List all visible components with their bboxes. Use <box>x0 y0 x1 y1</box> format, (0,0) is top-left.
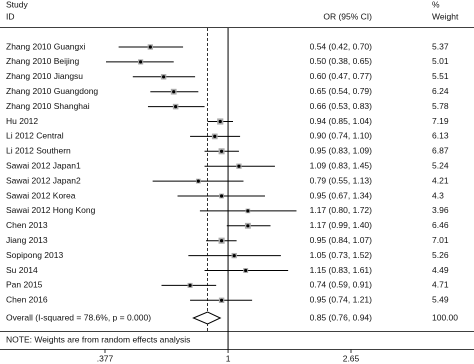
ci-label: 0.79 (0.55, 1.13) <box>310 175 373 185</box>
x-tick-label: 1 <box>226 353 231 363</box>
overall-ci-label: 0.85 (0.76, 0.94) <box>310 312 373 322</box>
study-label: Zhang 2010 Beijing <box>6 56 80 66</box>
study-label: Sawai 2012 Korea <box>6 190 76 200</box>
point-estimate <box>232 254 236 258</box>
ci-label: 0.95 (0.74, 1.21) <box>310 295 373 305</box>
pct-header: % <box>432 0 440 9</box>
ci-label: 0.50 (0.38, 0.65) <box>310 56 373 66</box>
study-label: Zhang 2010 Guangdong <box>6 86 98 96</box>
study-header: Study <box>6 0 28 9</box>
study-label: Zhang 2010 Guangxi <box>6 41 86 51</box>
id-header: ID <box>6 11 15 21</box>
ci-label: 0.65 (0.54, 0.79) <box>310 86 373 96</box>
study-label: Sawai 2012 Japan1 <box>6 160 81 170</box>
point-estimate <box>237 164 241 168</box>
weight-label: 4.71 <box>432 280 449 290</box>
point-estimate <box>244 268 248 273</box>
point-estimate <box>196 179 200 183</box>
ci-label: 0.95 (0.84, 1.07) <box>310 235 373 245</box>
point-estimate <box>218 119 222 124</box>
point-estimate <box>188 283 192 287</box>
point-estimate <box>219 194 224 198</box>
overall-label: Overall (I-squared = 78.6%, p = 0.000) <box>6 312 151 322</box>
point-estimate <box>246 224 250 228</box>
ci-label: 0.66 (0.53, 0.83) <box>310 101 373 111</box>
weight-label: 5.51 <box>432 71 449 81</box>
weight-label: 4.21 <box>432 175 449 185</box>
x-tick-label: 2.65 <box>343 353 360 363</box>
point-estimate <box>246 209 250 213</box>
ci-label: 0.94 (0.85, 1.04) <box>310 116 373 126</box>
study-label: Sawai 2012 Hong Kong <box>6 205 96 215</box>
study-label: Su 2014 <box>6 265 38 275</box>
weight-label: 5.37 <box>432 41 449 51</box>
weight-label: 6.24 <box>432 86 449 96</box>
weight-label: 6.87 <box>432 146 449 156</box>
point-estimate <box>162 75 166 79</box>
weight-label: 5.01 <box>432 56 449 66</box>
ci-label: 1.09 (0.83, 1.45) <box>310 160 373 170</box>
point-estimate <box>174 105 178 109</box>
study-label: Zhang 2010 Jiangsu <box>6 71 83 81</box>
study-label: Chen 2013 <box>6 220 48 230</box>
ci-label: 0.54 (0.42, 0.70) <box>310 41 373 51</box>
note: NOTE: Weights are from random effects an… <box>6 334 190 344</box>
study-label: Pan 2015 <box>6 280 43 290</box>
weight-label: 5.78 <box>432 101 449 111</box>
ci-label: 1.05 (0.73, 1.52) <box>310 250 373 260</box>
study-label: Jiang 2013 <box>6 235 48 245</box>
point-estimate <box>172 90 176 94</box>
ci-label: 1.15 (0.83, 1.61) <box>310 265 373 275</box>
ci-label: 0.60 (0.47, 0.77) <box>310 71 373 81</box>
overall-diamond <box>192 311 222 325</box>
weight-header: Weight <box>432 11 459 21</box>
ci-header: OR (95% CI) <box>323 11 372 21</box>
weight-label: 6.46 <box>432 220 449 230</box>
point-estimate <box>219 149 224 153</box>
weight-label: 7.01 <box>432 235 449 245</box>
study-label: Chen 2016 <box>6 295 48 305</box>
study-label: Zhang 2010 Shanghai <box>6 101 90 111</box>
ci-label: 0.95 (0.67, 1.34) <box>310 190 373 200</box>
weight-label: 3.96 <box>432 205 449 215</box>
weight-label: 5.49 <box>432 295 449 305</box>
ci-label: 1.17 (0.99, 1.40) <box>310 220 373 230</box>
ci-label: 0.74 (0.59, 0.91) <box>310 280 373 290</box>
point-estimate <box>213 134 217 138</box>
study-label: Li 2012 Southern <box>6 146 71 156</box>
ci-label: 0.90 (0.74, 1.10) <box>310 131 373 141</box>
weight-label: 4.3 <box>432 190 444 200</box>
ci-label: 1.17 (0.80, 1.72) <box>310 205 373 215</box>
weight-label: 7.19 <box>432 116 449 126</box>
study-label: Sopipong 2013 <box>6 250 63 260</box>
point-estimate <box>219 298 224 302</box>
point-estimate <box>148 45 152 49</box>
point-estimate <box>219 239 224 243</box>
weight-label: 5.24 <box>432 160 449 170</box>
ci-label: 0.95 (0.83, 1.09) <box>310 146 373 156</box>
study-label: Sawai 2012 Japan2 <box>6 175 81 185</box>
weight-label: 5.26 <box>432 250 449 260</box>
x-tick-label: .377 <box>97 353 114 363</box>
study-label: Hu 2012 <box>6 116 38 126</box>
weight-label: 4.49 <box>432 265 449 275</box>
weight-label: 6.13 <box>432 131 449 141</box>
overall-weight-label: 100.00 <box>432 312 458 322</box>
study-label: Li 2012 Central <box>6 131 64 141</box>
point-estimate <box>139 60 143 64</box>
